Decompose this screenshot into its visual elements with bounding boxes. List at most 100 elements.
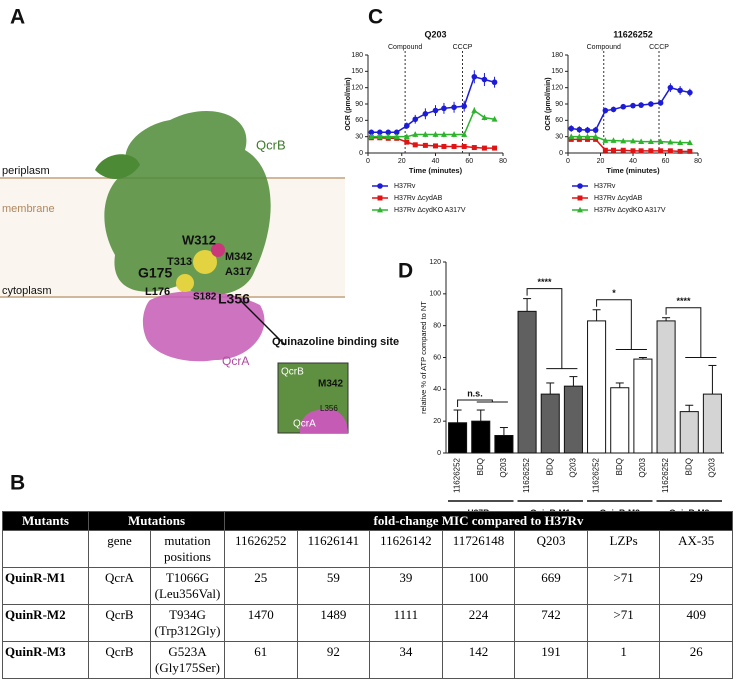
marker (657, 138, 664, 144)
category-label: 11626252 (453, 457, 462, 493)
marker (568, 125, 575, 132)
y-tick-label: 20 (433, 418, 441, 425)
residue-label: M342 (225, 251, 253, 263)
marker (658, 148, 664, 154)
bar (633, 358, 653, 454)
marker (576, 133, 583, 140)
y-tick-label: 80 (433, 323, 441, 330)
mic-cell: 1470 (224, 604, 298, 642)
marker (376, 133, 383, 140)
chain-label: QcrA (222, 354, 249, 368)
marker (461, 143, 467, 149)
marker (385, 129, 392, 136)
significance: * (612, 288, 616, 298)
series-line (371, 75, 495, 134)
mic-cell: 224 (441, 604, 516, 642)
marker (432, 107, 439, 114)
marker (620, 103, 627, 110)
header-cell: fold-change MIC compared to H37Rv (224, 511, 733, 531)
y-tick-label: 120 (551, 85, 563, 92)
marker (385, 133, 392, 140)
marker (677, 148, 683, 154)
legend-marker (577, 195, 583, 201)
bar (610, 387, 630, 454)
category-label: Q203 (708, 457, 717, 477)
marker (620, 137, 627, 144)
subheader-cell: 11626141 (296, 530, 371, 568)
residue-text: (Leu356Val) (154, 586, 221, 601)
mutation-text: T1066G (165, 570, 210, 585)
mutant-cell: QuinR-M2 (2, 604, 89, 642)
marker (461, 103, 467, 109)
marker (602, 147, 608, 153)
marker (404, 139, 410, 145)
marker (491, 116, 498, 122)
marker (638, 148, 644, 154)
marker (441, 105, 447, 112)
mic-cell: 191 (514, 641, 588, 679)
marker (610, 137, 617, 143)
residue-label: L356 (218, 291, 250, 307)
table-subheader: gene mutation positions 11626252 11626141 11… (2, 530, 733, 568)
y-tick-label: 30 (355, 134, 363, 141)
legend-label: H37Rv ΔcydKO A317V (594, 207, 666, 214)
residue-text: (Gly175Ser) (155, 660, 220, 675)
significance: **** (676, 296, 691, 306)
x-tick-label: 80 (694, 158, 702, 165)
subheader-cell: gene (88, 530, 151, 568)
legend-marker (377, 206, 383, 213)
marker (412, 142, 418, 148)
chart-title: 11626252 (613, 29, 653, 39)
y-tick-label: 90 (355, 101, 363, 108)
y-tick-label: 0 (437, 450, 441, 457)
category-label: Q203 (638, 457, 647, 477)
y-axis-label: OCR (pmol/min) (545, 77, 552, 130)
marker (667, 84, 674, 91)
marker (481, 76, 488, 83)
category-label: BDQ (545, 458, 554, 475)
mic-cell: 409 (659, 604, 733, 642)
legend-marker (377, 183, 383, 189)
x-tick-label: 20 (597, 158, 605, 165)
mic-cell: 742 (514, 604, 588, 642)
annotation-label: CCCP (649, 44, 669, 51)
marker (610, 106, 617, 113)
marker (648, 148, 654, 154)
marker (492, 145, 498, 151)
marker (471, 107, 478, 113)
marker (585, 136, 590, 142)
annotation-label: CCCP (453, 44, 473, 51)
subheader-cell: LZPs (586, 530, 661, 568)
marker (630, 102, 636, 109)
x-tick-label: 0 (366, 158, 370, 165)
marker (638, 102, 644, 108)
panel-label: B (10, 472, 25, 495)
inset-label: QcrA (293, 419, 316, 430)
bracket (526, 288, 578, 370)
marker (677, 139, 684, 146)
marker (620, 147, 626, 153)
marker (648, 101, 654, 107)
category-label: BDQ (684, 458, 693, 475)
region-label: cytoplasm (2, 285, 52, 297)
marker (432, 131, 439, 137)
subheader-cell: AX-35 (659, 530, 733, 568)
x-tick-label: 20 (398, 158, 406, 165)
mic-cell: 92 (296, 641, 371, 679)
legend-marker (577, 206, 583, 213)
significance: n.s. (467, 388, 483, 398)
marker (441, 143, 447, 149)
legend-label: H37Rv ΔcydKO A317V (394, 207, 466, 214)
marker (368, 133, 375, 140)
marker (491, 79, 498, 86)
marker (568, 133, 575, 140)
bracket (596, 299, 647, 350)
inset-qcra (300, 408, 348, 433)
mic-cell: 1 (586, 641, 661, 679)
mic-cell: 26 (659, 641, 733, 679)
category-label: 11626252 (522, 457, 531, 493)
subheader-cell: 11626142 (369, 530, 443, 568)
bar (471, 420, 491, 454)
